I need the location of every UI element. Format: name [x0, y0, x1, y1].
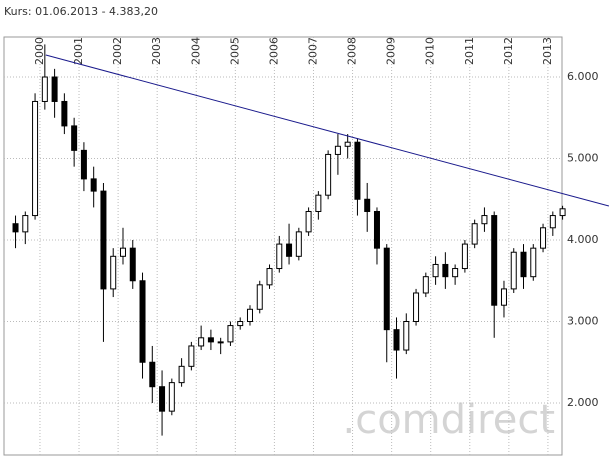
y-tick-label: 4.000 — [567, 233, 599, 246]
chart-title: Kurs: 01.06.2013 - 4.383,20 — [4, 5, 158, 18]
candle-body — [520, 251, 527, 278]
candle-body — [530, 247, 537, 278]
candle-body — [471, 223, 478, 245]
candle-body — [41, 76, 48, 102]
candle-body — [413, 292, 420, 323]
candle-body — [237, 321, 244, 327]
candle-body — [168, 382, 175, 412]
x-tick-label: 2010 — [424, 37, 437, 65]
candle-body — [256, 284, 263, 310]
candle-body — [178, 365, 185, 384]
candle-body — [227, 325, 234, 343]
candle-body — [119, 247, 126, 257]
x-tick-label: 2006 — [267, 37, 280, 65]
candle-body — [159, 386, 166, 412]
candle-body — [540, 227, 547, 249]
candle-body — [403, 321, 410, 351]
y-tick-label: 3.000 — [567, 315, 599, 328]
candle-body — [100, 190, 107, 290]
candle-body — [295, 231, 302, 257]
x-tick-label: 2001 — [72, 37, 85, 65]
x-tick-label: 2011 — [463, 37, 476, 65]
candle-body — [129, 247, 136, 282]
x-tick-label: 2008 — [346, 37, 359, 65]
candle-body — [383, 247, 390, 331]
x-tick-label: 2007 — [306, 37, 319, 65]
candle-body — [149, 361, 156, 388]
candle-body — [188, 345, 195, 367]
candle-body — [334, 145, 341, 155]
x-tick-label: 2004 — [189, 37, 202, 65]
candle-body — [422, 276, 429, 294]
candle-body — [139, 280, 146, 363]
y-tick-label: 6.000 — [567, 70, 599, 83]
candle-body — [12, 223, 19, 233]
x-tick-label: 2000 — [33, 37, 46, 65]
candle-body — [80, 149, 87, 180]
candle-body — [266, 268, 273, 286]
candle-body — [22, 215, 29, 233]
candle-body — [71, 125, 78, 151]
x-tick-label: 2012 — [502, 37, 515, 65]
candle-body — [510, 251, 517, 290]
candle-body — [344, 141, 351, 147]
candle-body — [549, 215, 556, 229]
candle-body — [315, 194, 322, 212]
x-tick-label: 2009 — [385, 37, 398, 65]
candle-body — [373, 210, 380, 249]
y-tick-label: 5.000 — [567, 152, 599, 165]
candle-body — [393, 329, 400, 351]
x-tick-label: 2003 — [150, 37, 163, 65]
plot-frame — [3, 36, 563, 456]
candle-body — [207, 337, 214, 343]
candle-body — [305, 210, 312, 233]
candle-body — [51, 76, 58, 102]
candle-body — [491, 215, 498, 306]
candle-body — [217, 341, 224, 344]
watermark: .comdirect — [343, 397, 556, 443]
candle-body — [481, 215, 488, 225]
x-tick-label: 2002 — [111, 37, 124, 65]
candle-body — [246, 308, 253, 323]
x-tick-label: 2013 — [541, 37, 554, 65]
y-tick-label: 2.000 — [567, 396, 599, 409]
candle-body — [61, 100, 68, 127]
candle-body — [364, 198, 371, 212]
candle-body — [354, 141, 361, 200]
candle-body — [110, 255, 117, 290]
candle-body — [32, 100, 39, 217]
candle-body — [90, 178, 97, 192]
candle-body — [559, 208, 566, 217]
candle-body — [500, 288, 507, 306]
trendline — [45, 54, 609, 207]
candle-body — [432, 263, 439, 278]
candle-body — [461, 243, 468, 270]
candle-body — [325, 153, 332, 196]
candle-body — [452, 268, 459, 278]
candle-body — [442, 263, 449, 278]
candle-body — [198, 337, 205, 347]
candle-body — [276, 243, 283, 270]
x-tick-label: 2005 — [228, 37, 241, 65]
candle-body — [286, 243, 293, 257]
